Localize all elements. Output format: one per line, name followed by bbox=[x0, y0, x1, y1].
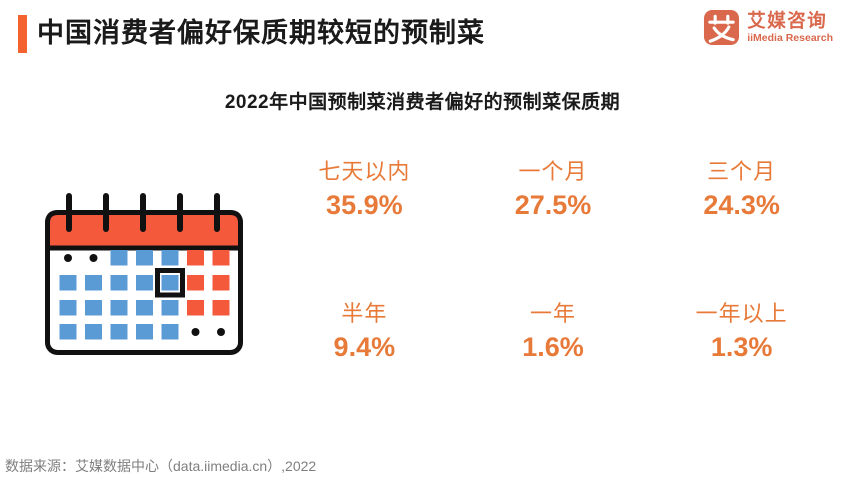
data-source-note: 数据来源：艾媒数据中心（data.iimedia.cn）,2022 bbox=[5, 458, 317, 474]
stat-item: 一个月 27.5% bbox=[459, 156, 648, 222]
stat-value: 1.6% bbox=[522, 332, 584, 362]
calendar-icon bbox=[45, 193, 243, 355]
stat-grid: 七天以内 35.9% 一个月 27.5% 三个月 24.3% 半年 9.4% 一… bbox=[270, 156, 836, 364]
stat-item: 一年以上 1.3% bbox=[647, 298, 836, 364]
stat-label: 一年 bbox=[529, 301, 576, 326]
stat-label: 一个月 bbox=[518, 159, 588, 184]
stat-item: 七天以内 35.9% bbox=[270, 156, 459, 222]
stat-item: 三个月 24.3% bbox=[647, 156, 836, 222]
page-title: 中国消费者偏好保质期较短的预制菜 bbox=[37, 18, 485, 48]
brand-name-en: iiMedia Research bbox=[747, 32, 833, 44]
stat-value: 9.4% bbox=[333, 332, 396, 362]
stat-value: 24.3% bbox=[703, 190, 780, 220]
stat-item: 半年 9.4% bbox=[270, 298, 459, 364]
calendar-grid bbox=[59, 250, 230, 340]
stat-value: 27.5% bbox=[514, 190, 592, 220]
stat-value: 35.9% bbox=[326, 190, 403, 220]
stat-item: 一年 1.6% bbox=[459, 298, 648, 364]
brand-name-cn: 艾媒咨询 bbox=[747, 9, 828, 31]
brand-logo-icon bbox=[704, 9, 740, 46]
stat-label: 半年 bbox=[341, 301, 388, 326]
stat-value: 1.3% bbox=[710, 332, 773, 362]
stat-label: 一年以上 bbox=[695, 301, 788, 326]
title-accent-bar bbox=[18, 15, 27, 53]
chart-title: 2022年中国预制菜消费者偏好的预制菜保质期 bbox=[224, 92, 621, 113]
stat-label: 七天以内 bbox=[318, 159, 411, 184]
calendar-rings bbox=[66, 193, 220, 232]
stat-label: 三个月 bbox=[707, 159, 777, 184]
brand-text: 艾媒咨询 iiMedia Research bbox=[747, 9, 833, 44]
brand-logo: 艾媒咨询 iiMedia Research bbox=[703, 9, 833, 46]
calendar-selected-day-frame bbox=[155, 268, 185, 298]
